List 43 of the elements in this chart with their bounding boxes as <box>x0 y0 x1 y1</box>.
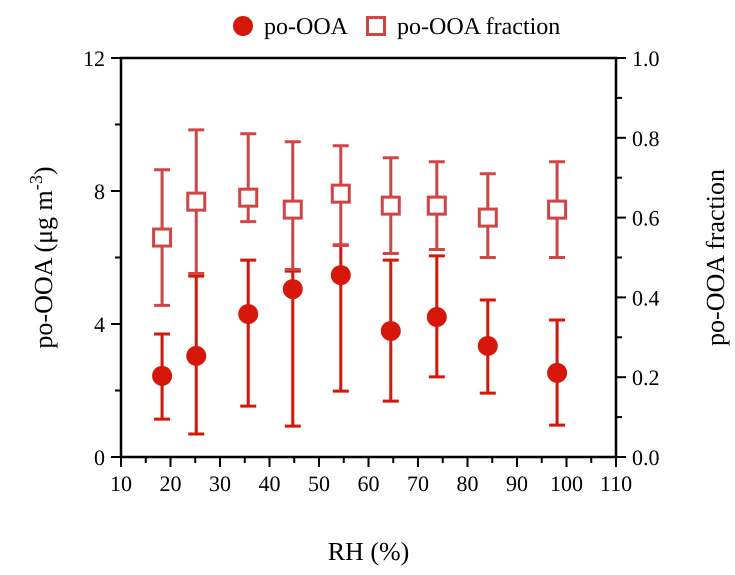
point <box>380 196 401 216</box>
y2-tick-label: 1.0 <box>632 46 660 71</box>
point <box>380 320 401 341</box>
x-tick-label: 20 <box>160 471 182 496</box>
point <box>547 200 568 220</box>
legend-label: po-OOA fraction <box>397 14 560 40</box>
y2-tick-label: 0.4 <box>632 285 660 310</box>
x-tick-label: 70 <box>407 471 429 496</box>
y-tick-label: 8 <box>94 179 105 204</box>
point <box>478 336 498 356</box>
x-tick-label: 100 <box>550 471 583 496</box>
point <box>426 196 447 216</box>
point <box>426 307 447 328</box>
x-axis-title: RH (%) <box>328 537 410 566</box>
x-tick-label: 80 <box>456 471 478 496</box>
y-tick-label: 0 <box>94 445 105 470</box>
y-tick-label: 4 <box>94 312 105 337</box>
legend-label: po-OOA <box>264 14 349 40</box>
x-tick-label: 110 <box>600 471 632 496</box>
x-tick-label: 40 <box>258 471 280 496</box>
point <box>152 366 172 386</box>
point <box>152 228 172 248</box>
point <box>186 192 206 212</box>
y2-tick-label: 0.8 <box>632 126 660 151</box>
point <box>282 200 303 220</box>
x-tick-label: 30 <box>209 471 231 496</box>
y2-tick-label: 0.0 <box>632 445 660 470</box>
x-tick-label: 60 <box>358 471 380 496</box>
point <box>547 362 568 383</box>
point <box>238 304 258 324</box>
point <box>238 188 258 208</box>
point <box>330 265 351 286</box>
x-tick-label: 90 <box>506 471 528 496</box>
y2-axis-title: po-OOA fraction <box>701 169 730 346</box>
x-tick-label: 10 <box>110 471 132 496</box>
point <box>330 184 351 204</box>
point <box>282 279 303 300</box>
y2-tick-label: 0.6 <box>632 206 660 231</box>
point <box>478 208 498 228</box>
y2-tick-label: 0.2 <box>632 365 660 390</box>
x-tick-label: 50 <box>308 471 330 496</box>
point <box>186 346 206 366</box>
y-tick-label: 12 <box>83 46 105 71</box>
